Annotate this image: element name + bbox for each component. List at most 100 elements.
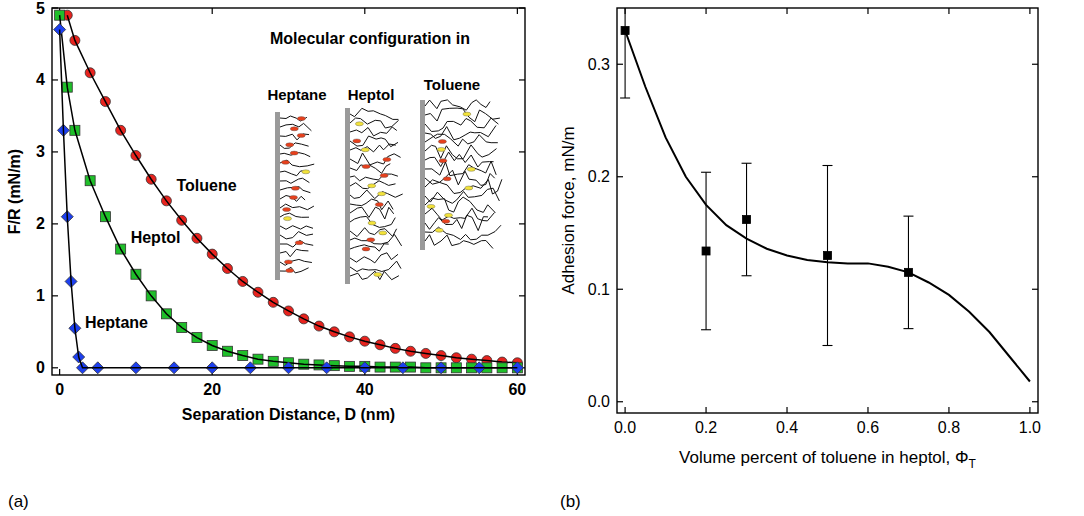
inset-group [355,122,363,126]
x-tick [624,407,625,413]
error-bar [620,8,630,98]
inset-group [286,143,294,147]
inset-chain [425,170,495,185]
x-tick-label: 60 [508,381,526,398]
inset-group [445,213,453,217]
x-tick [59,369,60,375]
plot-frame [52,8,525,375]
y-tick-right [1032,289,1038,290]
inset-chain [350,253,398,263]
inset-chain [350,261,401,271]
inset-chain [280,267,309,273]
inset-chain [280,213,309,217]
marker [743,216,751,224]
x-tick [867,407,868,413]
x-tick [1029,407,1030,413]
x-tick-label: 0 [55,381,64,398]
inset-chain [425,215,488,230]
x-tick-top [212,8,213,14]
inset-group [291,186,299,190]
x-tick-label: 1.0 [1019,419,1041,436]
inset-group [438,140,446,144]
inset-group [290,151,298,155]
inset-chain [350,216,395,227]
x-tick-label: 0.2 [695,419,717,436]
inset-chain [425,225,501,240]
error-stem [625,8,626,98]
inset-chain [280,134,309,140]
y-tick-right [519,295,525,296]
marker [702,247,710,255]
inset-group [467,167,475,171]
series-label: Heptane [85,314,148,331]
inset-chain [425,100,490,110]
inset-title: Molecular configuration in [270,30,470,47]
y-tick-label: 5 [36,0,45,17]
x-tick [705,407,706,413]
error-cap [701,172,711,173]
y-tick-right [1032,401,1038,402]
inset-group [284,260,292,264]
inset-chain [350,153,401,165]
inset-substrate [345,108,350,284]
inset-group [362,247,370,251]
inset-chain [425,126,496,140]
inset-chain [350,228,397,237]
inset-chain [350,127,397,136]
inset-chain [350,244,389,251]
panel-label: (b) [560,492,581,511]
inset-label: Toluene [424,76,480,93]
y-tick-label: 1 [36,287,45,304]
inset-chain [280,178,309,183]
x-axis-title: Separation Distance, D (nm) [182,406,395,423]
inset-group [437,147,445,151]
inset-group [427,204,435,208]
series-label: Toluene [176,177,236,194]
inset-chain [350,199,393,210]
inset-chain [350,174,398,181]
inset-chain [280,160,314,167]
y-tick-label: 4 [36,71,45,88]
x-tick-label: 0.4 [776,419,798,436]
y-tick [52,223,58,224]
x-axis-title-main: Separation Distance, D (nm) [182,406,395,423]
panel-label: (a) [8,492,29,511]
y-tick-label: 0.3 [588,56,610,73]
inset-group [286,269,294,273]
inset-group [435,228,443,232]
inset-group [379,231,387,235]
y-tick-right [1032,176,1038,177]
inset-chain [425,152,494,167]
error-bar [823,166,833,346]
panel-1: 0.00.20.40.60.81.00.00.10.20.3Volume per… [559,0,1041,511]
x-tick-top [1029,8,1030,14]
inset-group [302,170,310,174]
inset-group [383,157,391,161]
inset-group [367,238,375,242]
error-cap [742,275,752,276]
error-cap [903,216,913,217]
inset-chain [425,208,495,221]
y-tick-right [519,79,525,80]
inset-chain [425,197,495,213]
y-tick [52,367,58,368]
x-tick-top [364,8,365,14]
x-tick-top [705,8,706,14]
inset-chain [280,123,311,130]
error-bar [742,163,752,276]
inset-group [368,221,376,225]
y-tick [617,289,623,290]
y-tick [617,401,623,402]
inset-group [361,148,369,152]
inset-group [368,184,376,188]
x-axis-title: Volume percent of toluene in heptol, ΦT [679,448,977,471]
inset-chain [350,144,396,152]
inset-chain [280,187,310,193]
inset-chain [280,259,312,265]
inset-chain [425,118,498,131]
inset-chain [425,108,500,122]
inset-chain [280,232,313,239]
x-axis-title-subscript: T [969,457,977,471]
inset-chain [425,188,499,203]
inset-group [443,177,451,181]
